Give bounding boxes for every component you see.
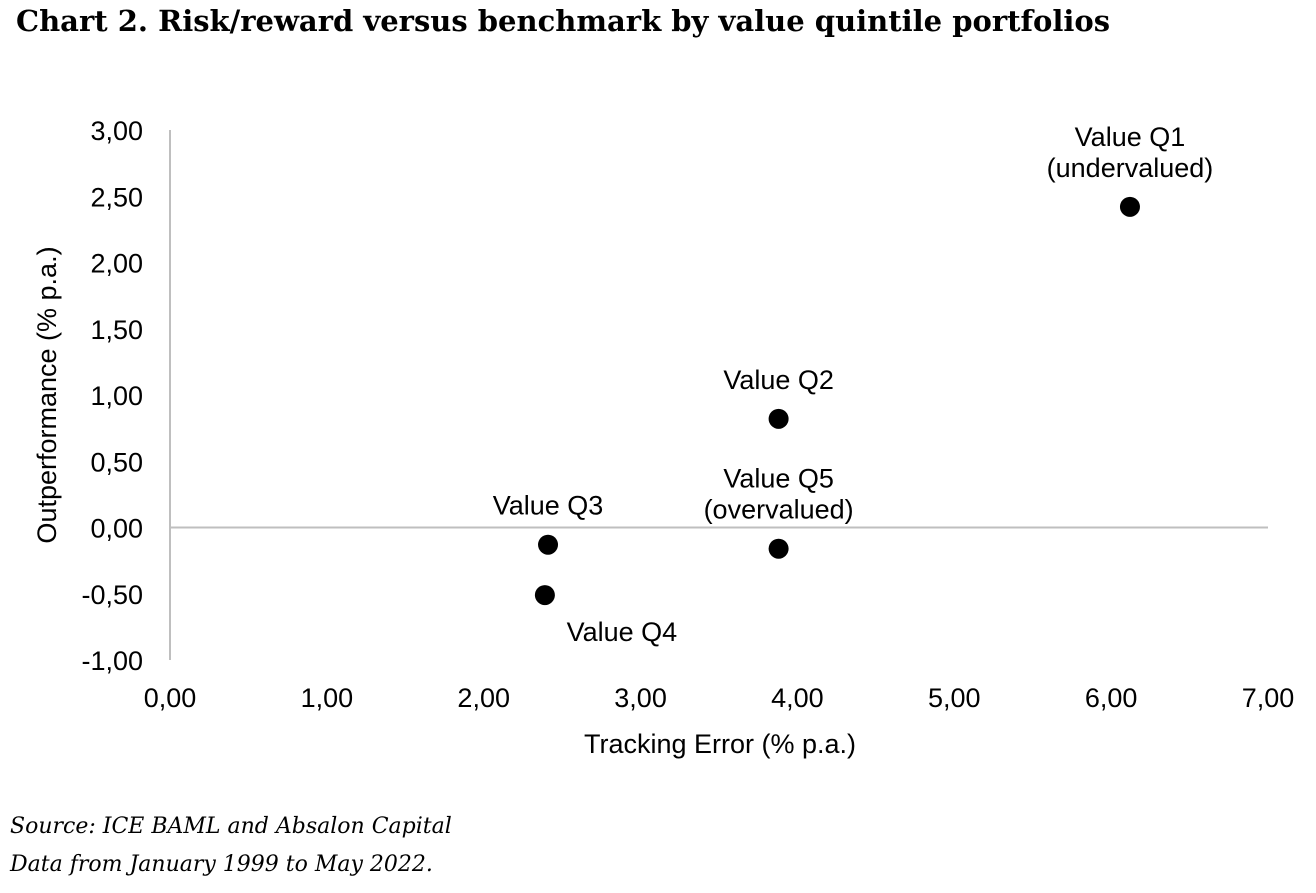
x-tick-label: 1,00 (301, 683, 354, 713)
y-tick-label: 1,50 (90, 315, 143, 345)
axes (169, 130, 1268, 660)
chart-title: Chart 2. Risk/reward versus benchmark by… (16, 4, 1111, 38)
data-points (534, 196, 1140, 606)
y-tick-label: 3,00 (90, 116, 143, 146)
data-point (534, 585, 555, 606)
data-point (768, 408, 789, 429)
y-tick-label: 2,50 (90, 182, 143, 212)
data-point (1119, 196, 1140, 217)
data-point (538, 534, 559, 555)
data-period-note: Data from January 1999 to May 2022. (10, 852, 433, 877)
x-tick-label: 5,00 (928, 683, 981, 713)
data-point (768, 538, 789, 559)
data-label: Value Q5 (overvalued) (704, 464, 854, 525)
x-tick-label: 7,00 (1242, 683, 1295, 713)
x-tick-label: 6,00 (1085, 683, 1138, 713)
data-label: Value Q3 (493, 491, 604, 521)
y-tick-label: -1,00 (81, 646, 143, 676)
x-tick-label: 3,00 (614, 683, 667, 713)
y-tick-label: 0,00 (90, 514, 143, 544)
x-tick-label: 2,00 (457, 683, 510, 713)
y-tick-label: -0,50 (81, 580, 143, 610)
y-tick-label: 0,50 (90, 447, 143, 477)
data-labels: Value Q1 (undervalued) Value Q2 Value Q3 Val… (493, 122, 1214, 647)
y-tick-label: 1,00 (90, 381, 143, 411)
x-tick-label: 0,00 (144, 683, 197, 713)
x-axis-label: Tracking Error (% p.a.) (584, 729, 856, 759)
source-note: Source: ICE BAML and Absalon Capital (10, 814, 452, 839)
data-label: Value Q1 (undervalued) (1047, 122, 1214, 183)
data-label: Value Q4 (567, 617, 678, 647)
y-tick-labels: -1,00 -0,50 0,00 0,50 1,00 1,50 2,00 2,50 3,00 (81, 116, 143, 676)
y-axis-label: Outperformance (% p.a.) (32, 246, 62, 543)
x-tick-labels: 0,00 1,00 2,00 3,00 4,00 5,00 6,00 7,00 (144, 683, 1295, 713)
x-tick-label: 4,00 (771, 683, 824, 713)
data-label: Value Q2 (723, 365, 834, 395)
y-tick-label: 2,00 (90, 249, 143, 279)
